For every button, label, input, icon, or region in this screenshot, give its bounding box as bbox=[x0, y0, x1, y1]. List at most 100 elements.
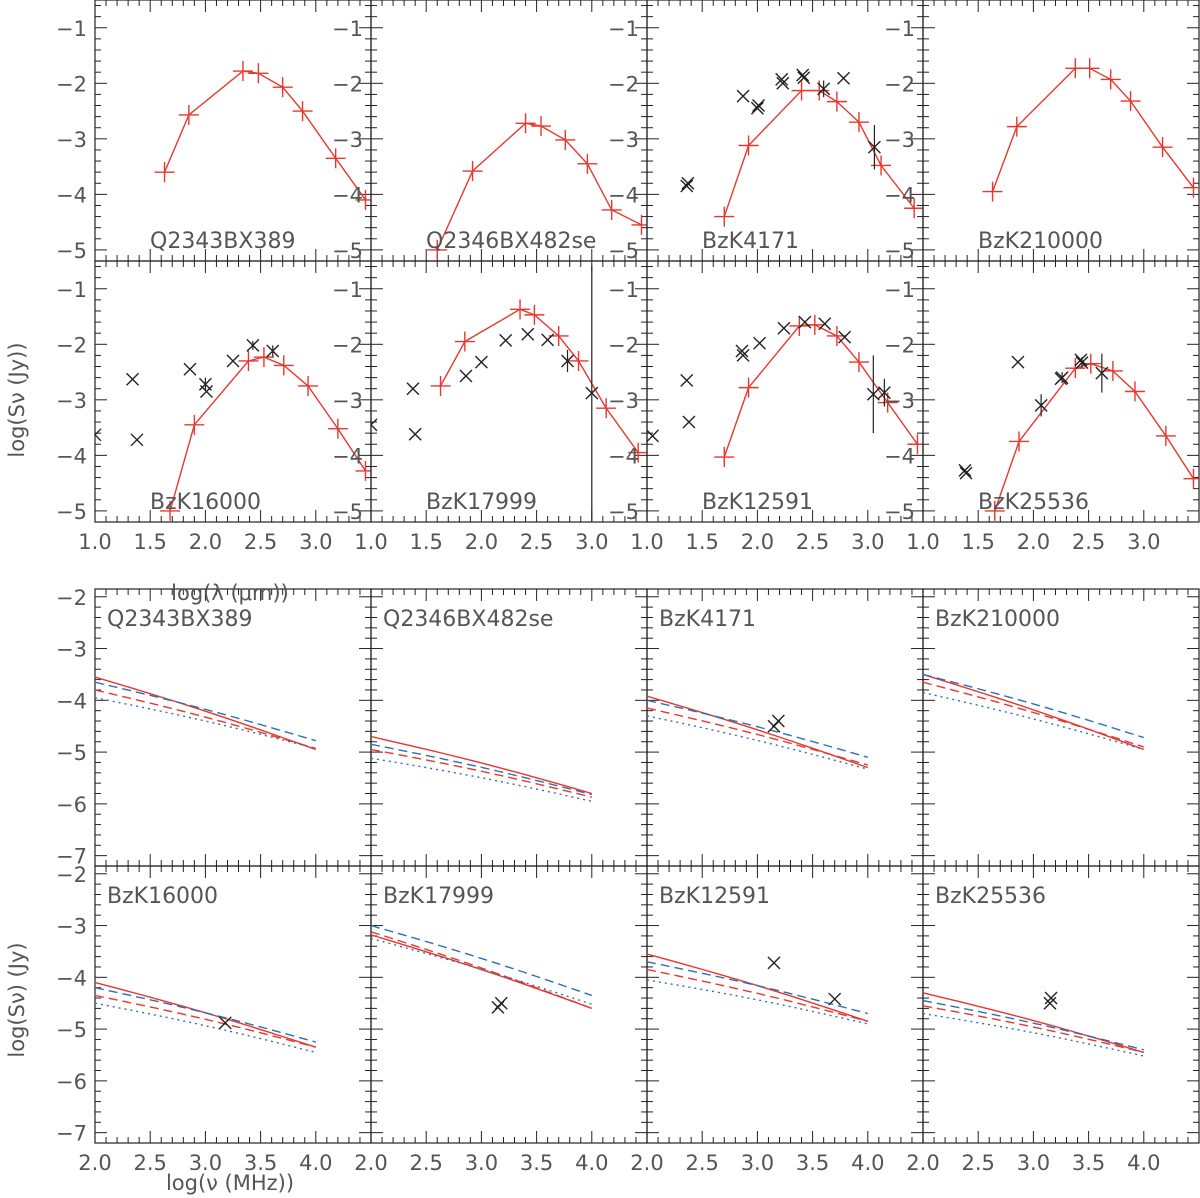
observed-point bbox=[771, 714, 785, 728]
model-sed-line bbox=[163, 70, 367, 201]
plot-area bbox=[647, 695, 869, 770]
observed-point bbox=[200, 385, 213, 398]
panel-name-label: BzK12591 bbox=[659, 884, 770, 909]
bottom-y-axis-title: log(Sν) (Jy) bbox=[5, 942, 29, 1057]
y-tick-label: −2 bbox=[332, 333, 363, 357]
x-tick-label: 3.0 bbox=[741, 1151, 774, 1175]
y-tick-label: −5 bbox=[332, 500, 363, 524]
radio-model-red-dashed bbox=[95, 994, 316, 1048]
observed-point bbox=[750, 101, 764, 115]
y-tick-label: −1 bbox=[332, 278, 363, 302]
model-point bbox=[430, 375, 451, 396]
plot-area bbox=[958, 353, 1199, 521]
panel-frame bbox=[646, 260, 924, 523]
x-tick-label: 2.5 bbox=[685, 1151, 718, 1175]
observed-point bbox=[818, 317, 832, 331]
x-tick-label: 3.0 bbox=[299, 530, 332, 554]
model-point bbox=[1100, 69, 1121, 90]
x-tick-label: 4.0 bbox=[575, 1151, 608, 1175]
observed-point bbox=[95, 428, 102, 442]
radio-model-blue-dashed bbox=[647, 961, 868, 1015]
model-point bbox=[355, 189, 371, 210]
model-point bbox=[248, 63, 269, 84]
x-tick-label: 1.5 bbox=[133, 530, 166, 554]
y-tick-label: −3 bbox=[332, 128, 363, 152]
y-tick-label: −3 bbox=[56, 638, 87, 662]
y-tick-label: −3 bbox=[56, 128, 87, 152]
y-tick-label: −1 bbox=[56, 278, 87, 302]
sed-panel: 2.0 2.5 3.0 3.5 4.0 BzK25536 bbox=[906, 865, 1200, 1175]
model-point bbox=[515, 113, 536, 134]
observed-point bbox=[1055, 371, 1069, 385]
model-point bbox=[1152, 137, 1173, 158]
panel-frame bbox=[922, 260, 1200, 523]
sed-panel: −1 −2 −3 −4 −5 1.0 1.5 2.0 2.5 3.0 BzK16000 bbox=[56, 260, 372, 554]
observed-point bbox=[406, 382, 420, 396]
model-point bbox=[454, 331, 475, 352]
x-tick-label: 2.0 bbox=[906, 1151, 939, 1175]
y-tick-label: −2 bbox=[884, 72, 915, 96]
y-tick-label: −4 bbox=[56, 966, 87, 990]
model-sed-line bbox=[439, 308, 639, 453]
y-tick-label: −2 bbox=[56, 863, 87, 887]
plot-area bbox=[427, 113, 647, 260]
panel-name-label: Q2346BX482se bbox=[426, 229, 596, 254]
x-tick-label: 2.5 bbox=[520, 530, 553, 554]
panel-frame bbox=[646, 0, 924, 262]
panel-name-label: BzK25536 bbox=[935, 884, 1046, 909]
y-tick-label: −4 bbox=[608, 444, 639, 468]
observed-point bbox=[499, 333, 513, 347]
top-x-axis-title: log(λ (μm)) bbox=[171, 581, 289, 605]
x-tick-label: 3.5 bbox=[244, 1151, 277, 1175]
radio-model-red-dashed bbox=[95, 689, 316, 750]
x-tick-label: 1.0 bbox=[630, 530, 663, 554]
radio-model-red-solid bbox=[371, 934, 593, 1010]
y-tick-label: −2 bbox=[332, 72, 363, 96]
x-tick-label: 4.0 bbox=[299, 1151, 332, 1175]
observed-point bbox=[585, 386, 599, 400]
model-point bbox=[232, 61, 253, 82]
x-tick-label: 1.5 bbox=[409, 530, 442, 554]
observed-point bbox=[752, 99, 765, 113]
observed-point bbox=[797, 71, 811, 85]
panel-frame bbox=[94, 260, 372, 523]
model-point bbox=[714, 206, 735, 227]
observed-point bbox=[682, 415, 696, 429]
y-tick-label: −5 bbox=[884, 500, 915, 524]
observed-point bbox=[408, 427, 422, 441]
model-point bbox=[631, 214, 647, 235]
model-point bbox=[462, 161, 483, 182]
plot-area bbox=[680, 68, 923, 227]
observed-point bbox=[226, 354, 240, 368]
model-point bbox=[427, 239, 448, 260]
radio-model-red-dashed bbox=[371, 931, 593, 1010]
x-tick-label: 3.0 bbox=[575, 530, 608, 554]
observed-point bbox=[837, 71, 851, 85]
observed-point bbox=[681, 176, 695, 190]
plot-area bbox=[95, 676, 317, 751]
panel-name-label: Q2343BX389 bbox=[150, 229, 295, 254]
y-tick-label: −1 bbox=[608, 278, 639, 302]
model-point bbox=[272, 77, 293, 98]
far-infrared-sed-grid: −1 −2 −3 −4 −5 Q2343BX389 −1 −2 −3 −4 −5 Q2346BX482… bbox=[56, 0, 1200, 554]
radio-model-red-dashed bbox=[647, 707, 868, 766]
y-tick-label: −4 bbox=[884, 183, 915, 207]
model-point bbox=[531, 116, 552, 137]
model-point bbox=[714, 447, 735, 468]
y-tick-label: −5 bbox=[608, 239, 639, 263]
x-tick-label: 4.0 bbox=[1127, 1151, 1160, 1175]
observed-point bbox=[1044, 991, 1058, 1005]
x-tick-label: 1.0 bbox=[78, 530, 111, 554]
plot-area bbox=[647, 314, 923, 468]
model-point bbox=[596, 398, 617, 419]
y-tick-label: −4 bbox=[56, 689, 87, 713]
x-tick-label: 2.0 bbox=[741, 530, 774, 554]
radio-model-blue-dotted bbox=[923, 1012, 1144, 1057]
radio-model-red-solid bbox=[647, 953, 869, 1022]
plot-area bbox=[982, 58, 1199, 202]
y-tick-label: −2 bbox=[884, 333, 915, 357]
observed-point bbox=[218, 1016, 232, 1030]
observed-point bbox=[561, 354, 575, 368]
y-tick-label: −3 bbox=[332, 389, 363, 413]
y-tick-label: −5 bbox=[884, 239, 915, 263]
